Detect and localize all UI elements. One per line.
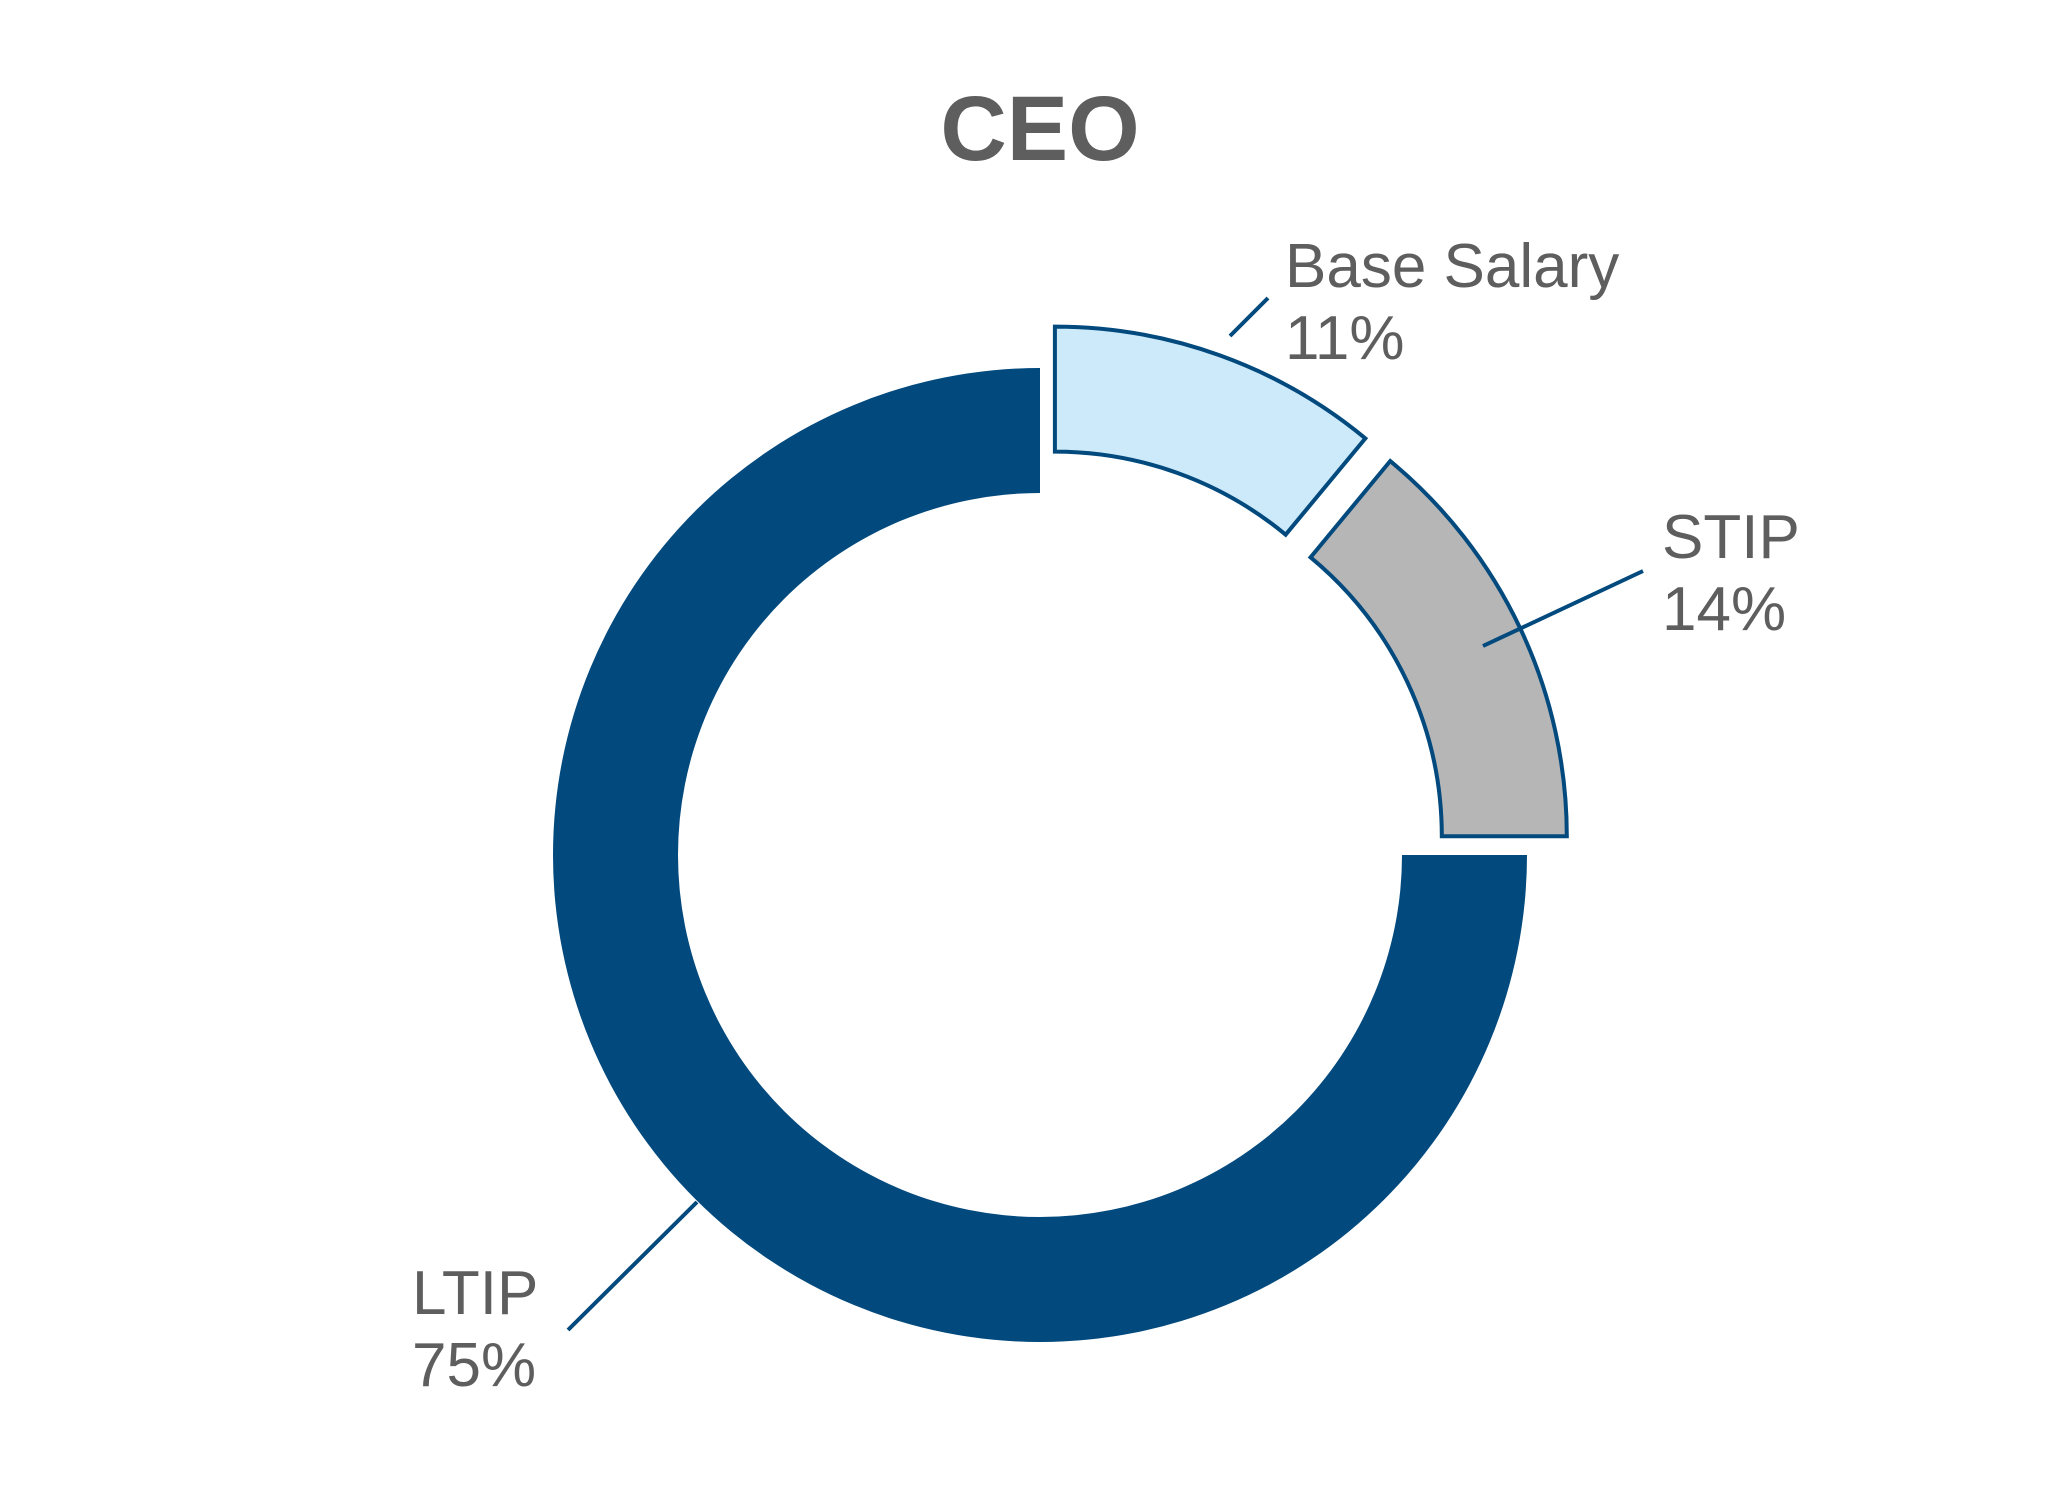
- chart-title: CEO: [940, 78, 1139, 180]
- slice-label-base-salary: Base Salary: [1285, 232, 1619, 301]
- leader-lines: [566, 296, 1644, 1332]
- slice-base-salary: [1052, 324, 1369, 538]
- slice-stip: [1307, 458, 1569, 839]
- leader-line-base-salary: [1228, 296, 1270, 338]
- donut-slices: [553, 324, 1569, 1342]
- slice-label-ltip: LTIP: [412, 1259, 538, 1328]
- slice-value-ltip: 75%: [412, 1331, 536, 1400]
- leader-line-ltip: [566, 1200, 699, 1332]
- leader-line-stip: [1482, 569, 1644, 648]
- slice-value-base-salary: 11%: [1285, 304, 1405, 373]
- slice-value-stip: 14%: [1662, 575, 1786, 644]
- slice-label-stip: STIP: [1662, 503, 1800, 572]
